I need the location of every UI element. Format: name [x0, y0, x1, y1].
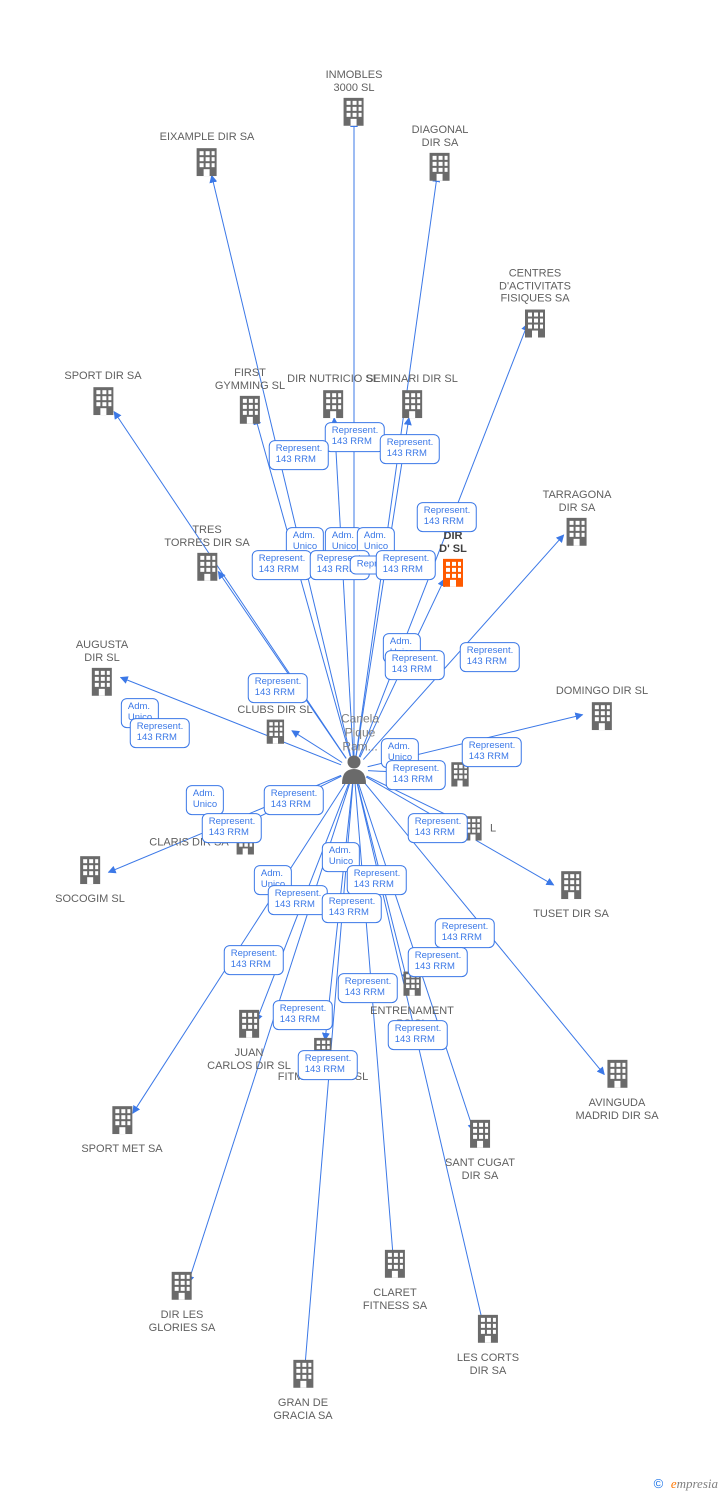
edge: [218, 572, 346, 759]
copyright-symbol: ©: [654, 1476, 664, 1491]
edge: [359, 324, 528, 757]
edge: [292, 731, 342, 763]
edge: [222, 776, 342, 835]
edge: [367, 776, 460, 821]
edge: [325, 784, 352, 1040]
edge: [366, 777, 554, 885]
edge: [256, 783, 349, 1021]
edge: [108, 775, 341, 872]
edge: [358, 783, 473, 1131]
edge: [133, 782, 347, 1113]
edge: [356, 418, 409, 756]
edge: [121, 677, 341, 764]
edge: [368, 715, 583, 767]
footer-attribution: © empresia: [654, 1476, 718, 1492]
brand-rest: mpresia: [677, 1476, 718, 1491]
edge: [357, 784, 483, 1326]
edge: [363, 781, 604, 1075]
edge: [357, 784, 407, 981]
edge: [305, 784, 353, 1370]
edge: [212, 175, 351, 756]
edge: [334, 418, 353, 756]
center-node-label: Canela Pique Ram...: [341, 713, 379, 754]
edge: [356, 175, 437, 756]
edge: [363, 535, 563, 760]
person-icon: [342, 756, 366, 785]
edge: [114, 412, 346, 759]
edge: [368, 771, 440, 774]
edge: [255, 417, 350, 756]
